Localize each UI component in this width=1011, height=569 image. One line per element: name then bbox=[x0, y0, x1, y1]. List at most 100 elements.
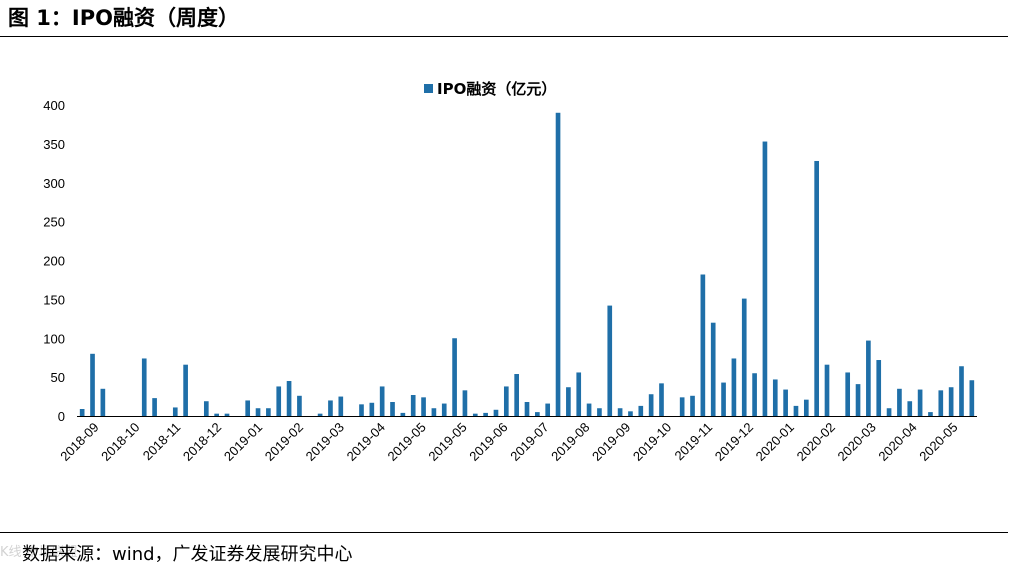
bar bbox=[203, 401, 209, 416]
bar bbox=[141, 358, 147, 416]
bar bbox=[338, 396, 344, 416]
legend-label: IPO融资（亿元） bbox=[437, 80, 556, 98]
x-tick-label: 2019-12 bbox=[712, 420, 756, 464]
bar bbox=[100, 388, 106, 416]
y-tick-label: 50 bbox=[51, 370, 65, 385]
bar bbox=[648, 394, 654, 416]
bar bbox=[886, 408, 892, 416]
bar bbox=[917, 389, 923, 416]
bar bbox=[855, 384, 861, 416]
x-tick-label: 2019-02 bbox=[262, 420, 306, 464]
y-axis-ticks: 0 50 100 150 200 250 300 350 400 bbox=[43, 98, 65, 424]
bar bbox=[793, 405, 799, 416]
x-tick-label: 2019-10 bbox=[630, 420, 674, 464]
bar bbox=[483, 412, 488, 416]
bar bbox=[462, 390, 468, 416]
x-tick-label: 2019-03 bbox=[303, 420, 347, 464]
top-rule bbox=[0, 36, 1008, 37]
bar bbox=[224, 413, 230, 416]
bar bbox=[731, 358, 737, 416]
legend-swatch bbox=[424, 84, 433, 93]
x-tick-label: 2018-11 bbox=[140, 420, 184, 464]
x-tick-label: 2018-12 bbox=[180, 420, 224, 464]
bar bbox=[638, 405, 644, 416]
bar bbox=[441, 403, 447, 416]
bar bbox=[183, 364, 188, 416]
bar bbox=[700, 274, 706, 416]
bar bbox=[597, 408, 602, 416]
source-note: 数据来源：wind，广发证券发展研究中心 bbox=[22, 544, 353, 565]
bar bbox=[79, 409, 85, 416]
bar bbox=[586, 403, 592, 416]
x-tick-label: 2020-05 bbox=[916, 420, 960, 464]
bar bbox=[328, 400, 333, 416]
x-tick-label: 2019-08 bbox=[548, 420, 592, 464]
bar bbox=[90, 353, 95, 416]
bar bbox=[255, 408, 261, 416]
bar bbox=[752, 373, 757, 416]
bar bbox=[866, 340, 871, 416]
x-tick-label: 2019-07 bbox=[507, 420, 551, 464]
x-tick-label: 2019-04 bbox=[344, 420, 388, 464]
bar bbox=[607, 305, 613, 416]
y-tick-label: 100 bbox=[43, 331, 65, 346]
bar bbox=[297, 395, 302, 416]
bar bbox=[379, 386, 385, 416]
x-tick-label: 2018-09 bbox=[57, 420, 101, 464]
x-axis-ticks: 2018-092018-102018-112018-122019-012019-… bbox=[57, 420, 960, 464]
x-tick-label: 2020-04 bbox=[875, 420, 919, 464]
bar bbox=[410, 395, 416, 416]
x-tick-label: 2019-05 bbox=[425, 420, 469, 464]
bar bbox=[824, 364, 830, 416]
bar bbox=[897, 388, 902, 416]
bar bbox=[741, 298, 747, 416]
figure-title: 图 1：IPO融资（周度） bbox=[8, 6, 239, 30]
bar bbox=[214, 413, 219, 416]
bar bbox=[493, 409, 499, 416]
bar bbox=[452, 338, 457, 416]
bar bbox=[772, 379, 778, 416]
bar bbox=[545, 403, 551, 416]
bar bbox=[679, 397, 685, 416]
x-tick-label: 2020-03 bbox=[834, 420, 878, 464]
bar bbox=[783, 389, 788, 416]
bar bbox=[845, 372, 851, 416]
bar bbox=[535, 412, 540, 416]
bar bbox=[317, 413, 323, 416]
bar bbox=[969, 380, 975, 416]
bar bbox=[690, 395, 695, 416]
bar bbox=[390, 402, 395, 416]
watermark: K线 市场联盟 bbox=[0, 545, 78, 560]
bottom-rule bbox=[0, 532, 1008, 533]
bar bbox=[431, 408, 437, 416]
bar bbox=[266, 408, 271, 416]
bar bbox=[907, 401, 913, 416]
chart-legend: IPO融资（亿元） bbox=[424, 80, 556, 98]
bar bbox=[524, 402, 530, 416]
bar bbox=[959, 366, 964, 416]
bar bbox=[762, 141, 768, 416]
bar bbox=[472, 413, 478, 416]
bar bbox=[721, 382, 726, 416]
bar bbox=[948, 387, 954, 416]
y-tick-label: 350 bbox=[43, 137, 65, 152]
bar bbox=[400, 412, 406, 416]
bar bbox=[555, 112, 561, 416]
bar bbox=[938, 390, 944, 416]
bar bbox=[503, 386, 509, 416]
y-tick-label: 300 bbox=[43, 176, 65, 191]
x-tick-label: 2020-02 bbox=[794, 420, 838, 464]
x-tick-label: 2019-11 bbox=[672, 420, 716, 464]
y-tick-label: 200 bbox=[43, 254, 65, 269]
y-tick-label: 250 bbox=[43, 215, 65, 230]
ipo-financing-chart: IPO融资（亿元） 0 50 100 150 200 250 300 350 400 2018-… bbox=[43, 80, 977, 464]
bar bbox=[876, 360, 882, 416]
x-tick-label: 2018-10 bbox=[98, 420, 142, 464]
bar bbox=[152, 398, 157, 416]
y-tick-label: 0 bbox=[58, 409, 65, 424]
bar bbox=[245, 400, 251, 416]
y-tick-label: 150 bbox=[43, 292, 65, 307]
x-tick-label: 2020-01 bbox=[753, 420, 797, 464]
bar bbox=[803, 399, 809, 416]
bar bbox=[814, 160, 819, 416]
